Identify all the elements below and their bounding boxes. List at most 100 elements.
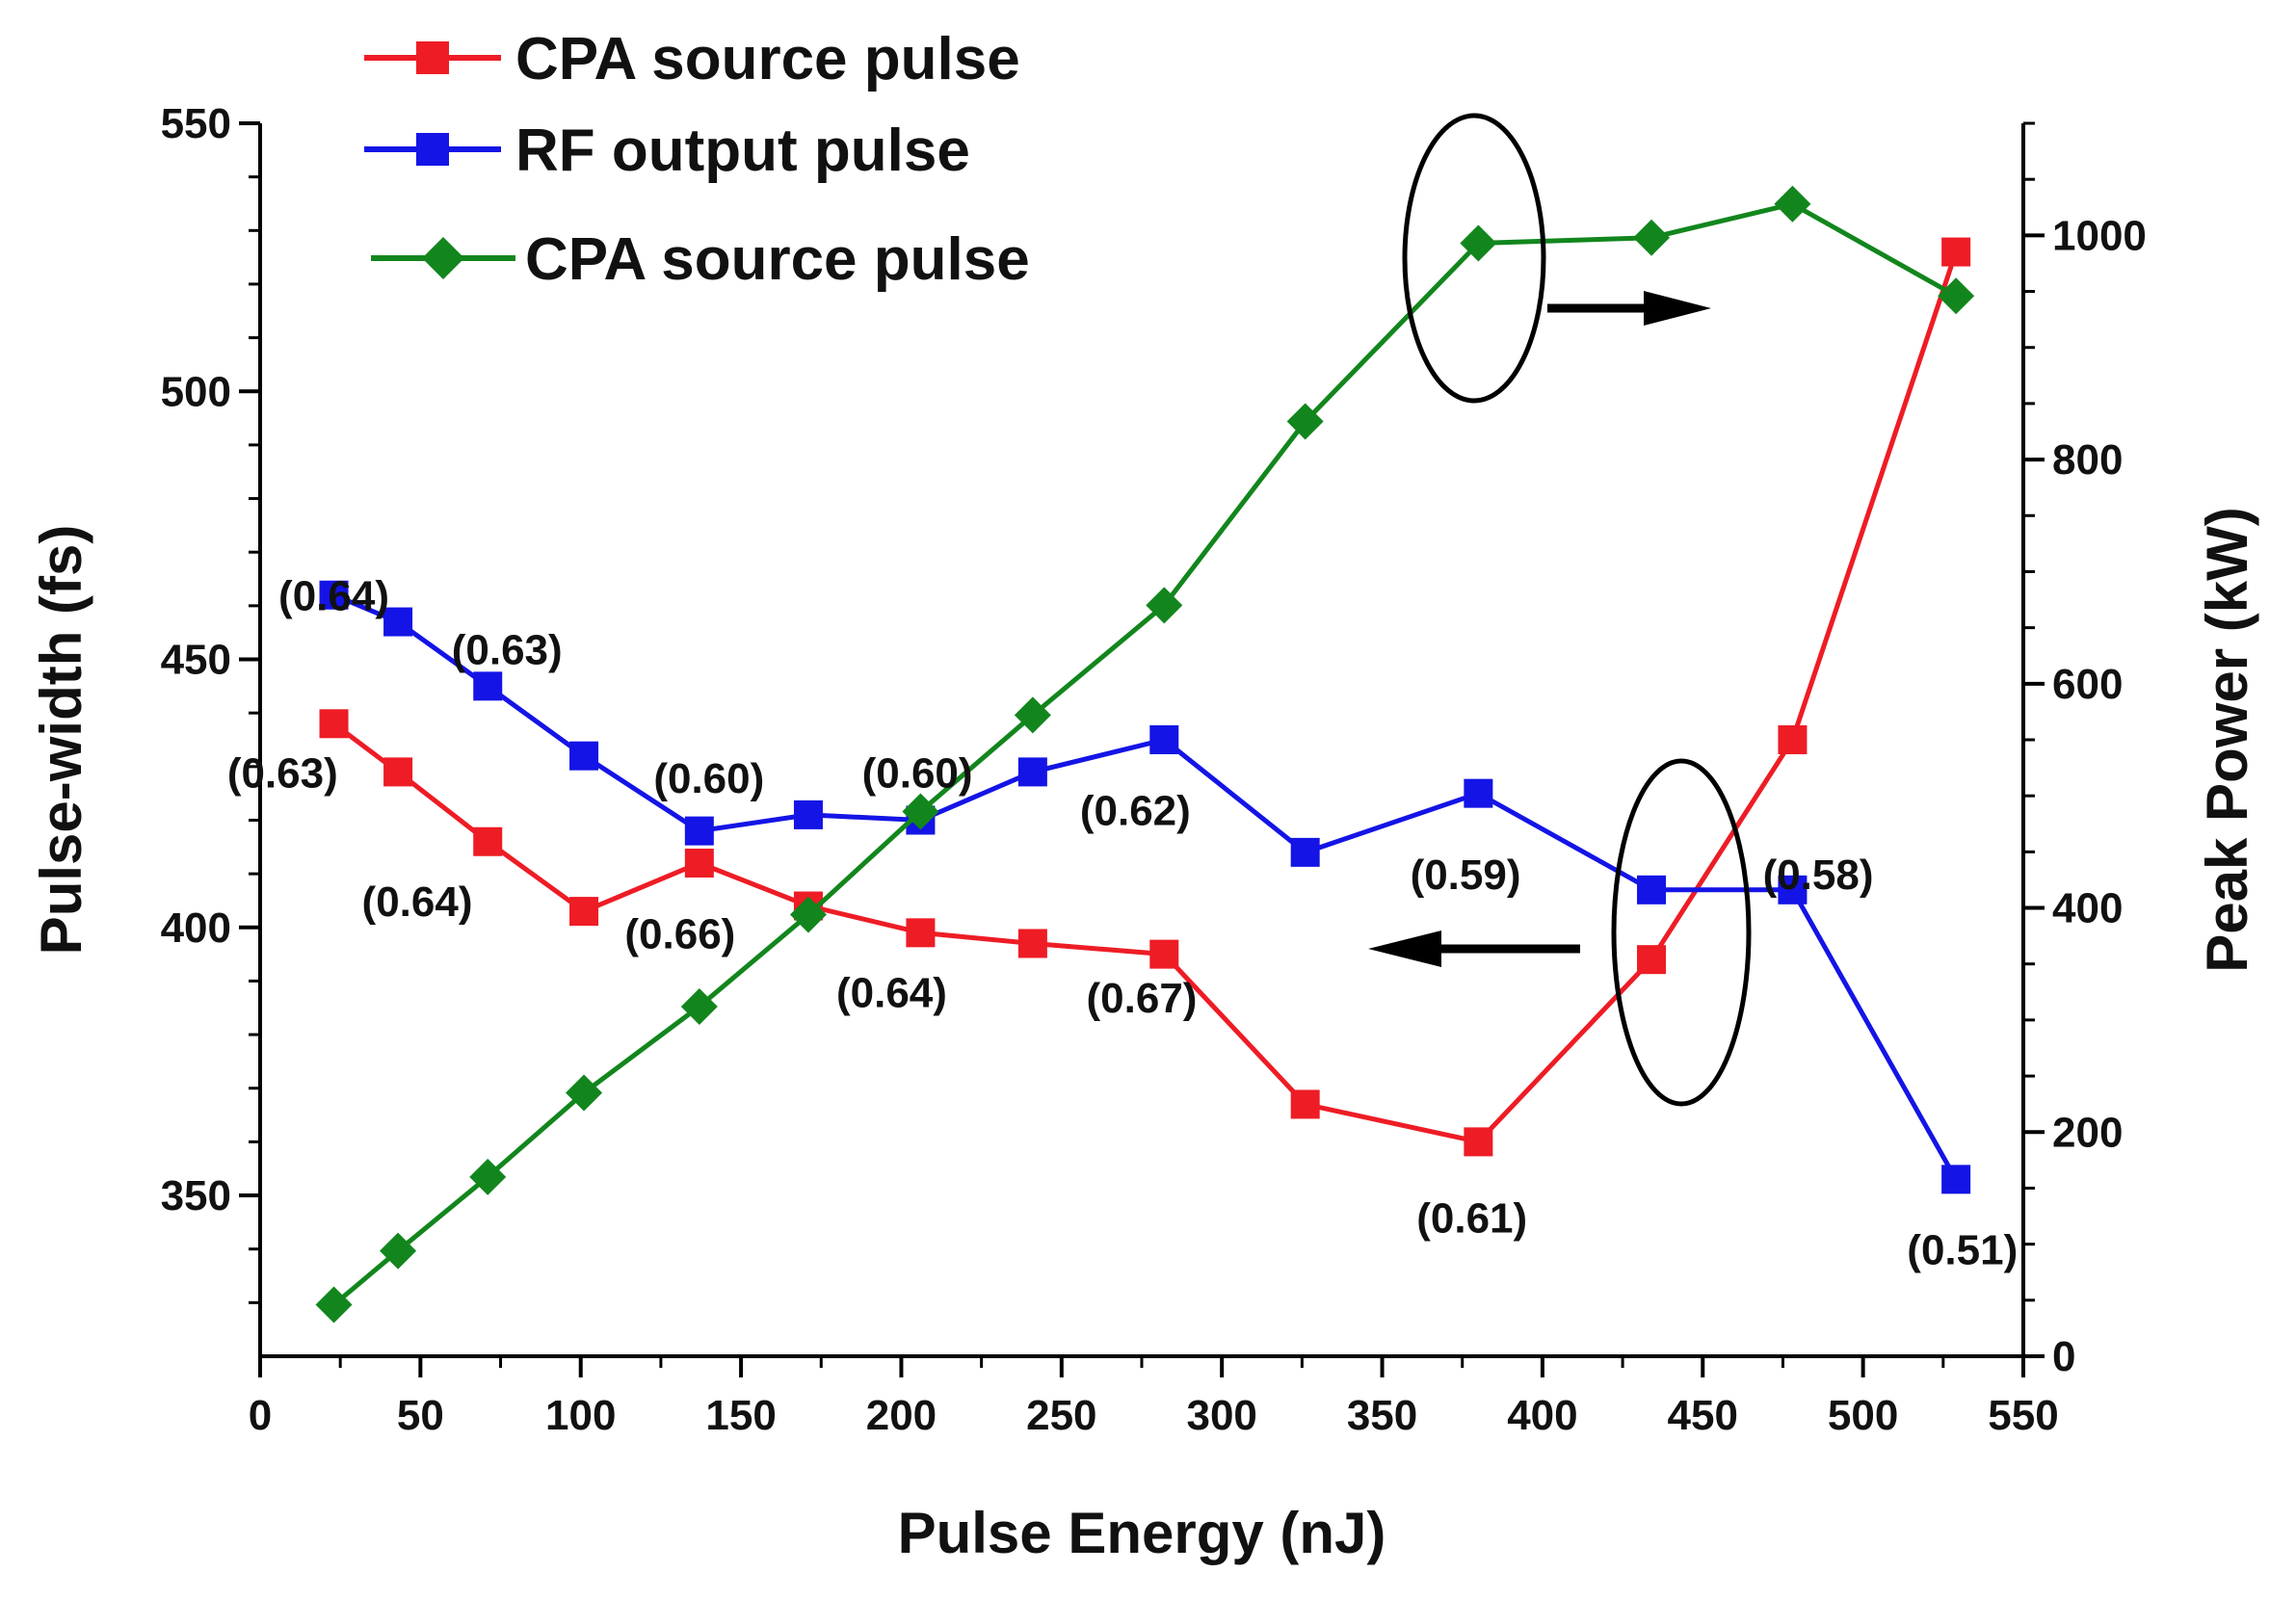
ratio-annotation: (0.60) (653, 755, 764, 802)
ratio-annotation: (0.59) (1411, 852, 1521, 899)
data-point-square (684, 816, 714, 846)
ratio-annotation: (0.63) (227, 749, 338, 797)
data-point-square (1778, 725, 1808, 754)
ratio-annotation: (0.51) (1907, 1227, 2018, 1274)
ratio-annotation: (0.58) (1763, 852, 1874, 899)
series-2 (319, 580, 1971, 1194)
data-point-square (319, 709, 349, 739)
legend-blue-square-marker (416, 133, 449, 166)
arrow-left-to-pulse-width-axis (1368, 931, 1580, 967)
peak-power-highlight-ellipse (1402, 113, 1546, 404)
data-point-square (569, 741, 599, 771)
right-y-tick-label: 800 (2052, 436, 2123, 484)
x-tick-label: 250 (1026, 1392, 1096, 1439)
data-point-diamond (566, 1074, 603, 1112)
ratio-annotation: (0.60) (862, 749, 973, 797)
left-y-tick-label: 450 (161, 637, 231, 684)
plot-frame (258, 123, 2025, 1358)
data-point-diamond (902, 793, 939, 830)
series-line-3 (331, 201, 1958, 1307)
legend-red-square-marker (416, 41, 449, 74)
legend-label-3: CPA source pulse (525, 226, 1030, 293)
data-point-square (1017, 757, 1047, 787)
data-point-square (1941, 237, 1971, 267)
data-point-diamond (1774, 185, 1811, 223)
series-layer (315, 185, 1975, 1324)
data-point-diamond (1014, 696, 1051, 734)
annotation-layer: (0.64) (0.63) (0.63) (0.64) (0.60) (0.60) (0.6… (227, 573, 2018, 1274)
data-point-square (1464, 1127, 1493, 1157)
right-y-tick-label: 0 (2052, 1333, 2075, 1380)
data-point-square (473, 826, 503, 856)
data-point-diamond (315, 1286, 353, 1324)
ratio-annotation: (0.64) (836, 970, 947, 1017)
data-point-square (319, 580, 349, 610)
data-point-square (473, 671, 503, 701)
legend-green-diamond-marker (422, 237, 464, 279)
data-point-square (1290, 1089, 1320, 1119)
ratio-annotation: (0.63) (452, 626, 563, 673)
data-point-square (1778, 875, 1808, 904)
data-point-square (1149, 725, 1179, 754)
x-tick-label: 550 (1988, 1392, 2058, 1439)
data-point-diamond (380, 1232, 417, 1270)
legend-entry-cpa-source-pulse-green: CPA source pulse (371, 226, 1030, 293)
data-point-diamond (789, 896, 827, 933)
data-point-diamond (1633, 219, 1671, 256)
data-point-square (1637, 875, 1667, 904)
x-tick-label: 150 (705, 1392, 776, 1439)
data-point-square (793, 800, 823, 829)
legend-label-2: RF output pulse (515, 118, 970, 184)
data-point-square (1017, 929, 1047, 958)
data-point-diamond (1286, 403, 1324, 440)
data-point-square (1941, 1165, 1971, 1194)
left-y-tick-label: 500 (161, 368, 231, 415)
data-point-square (383, 757, 413, 787)
series-line-2 (332, 592, 1959, 1181)
data-point-square (1290, 837, 1320, 867)
right-y-tick-label: 600 (2052, 661, 2123, 708)
x-axis-title: Pulse Energy (nJ) (898, 1501, 1386, 1565)
ratio-annotation: (0.64) (278, 573, 389, 620)
legend-entry-cpa-source-pulse-red: CPA source pulse (364, 26, 1020, 92)
data-point-square (1637, 945, 1667, 975)
x-tick-label: 350 (1347, 1392, 1417, 1439)
data-point-square (684, 849, 714, 878)
x-tick-label: 0 (249, 1392, 272, 1439)
right-y-axis-title: Peak Power (kW) (2195, 507, 2259, 973)
x-tick-label: 100 (545, 1392, 616, 1439)
pulse-width-highlight-ellipse (1611, 758, 1752, 1107)
ratio-annotation: (0.61) (1416, 1194, 1527, 1242)
series-1 (319, 237, 1971, 1157)
left-y-axis-title: Pulse-width (fs) (29, 525, 93, 956)
x-tick-label: 200 (866, 1392, 937, 1439)
right-y-tick-label: 400 (2052, 885, 2123, 932)
x-tick-label: 450 (1668, 1392, 1738, 1439)
right-y-tick-label: 200 (2052, 1109, 2123, 1156)
data-point-square (569, 897, 599, 927)
series-line-1 (331, 250, 1959, 1145)
legend-label-1: CPA source pulse (515, 26, 1020, 92)
x-tick-label: 400 (1507, 1392, 1577, 1439)
legend-entry-rf-output-pulse: RF output pulse (364, 118, 970, 184)
data-point-diamond (1146, 587, 1183, 624)
ratio-annotation: (0.64) (362, 878, 473, 926)
data-point-diamond (1938, 277, 1975, 315)
ratio-annotation: (0.66) (624, 910, 735, 957)
left-y-tick-label: 550 (161, 100, 231, 147)
ratio-annotation: (0.62) (1080, 787, 1191, 834)
right-y-tick-label: 1000 (2052, 212, 2147, 259)
legend: CPA source pulse RF output pulse CPA sou… (364, 26, 1030, 293)
data-point-diamond (680, 987, 718, 1025)
left-y-tick-label: 350 (161, 1172, 231, 1219)
data-point-diamond (469, 1158, 507, 1195)
x-tick-label: 500 (1828, 1392, 1898, 1439)
ratio-annotation: (0.67) (1087, 975, 1198, 1022)
tick-labels: 0 50 100 150 200 250 300 350 400 450 500 550 350 400 4… (161, 100, 2147, 1439)
arrow-right-to-peak-power-axis (1547, 291, 1711, 326)
left-y-tick-label: 400 (161, 904, 231, 952)
tick-marks (239, 121, 2045, 1377)
data-point-square (1149, 939, 1179, 969)
series-3 (315, 185, 1975, 1324)
